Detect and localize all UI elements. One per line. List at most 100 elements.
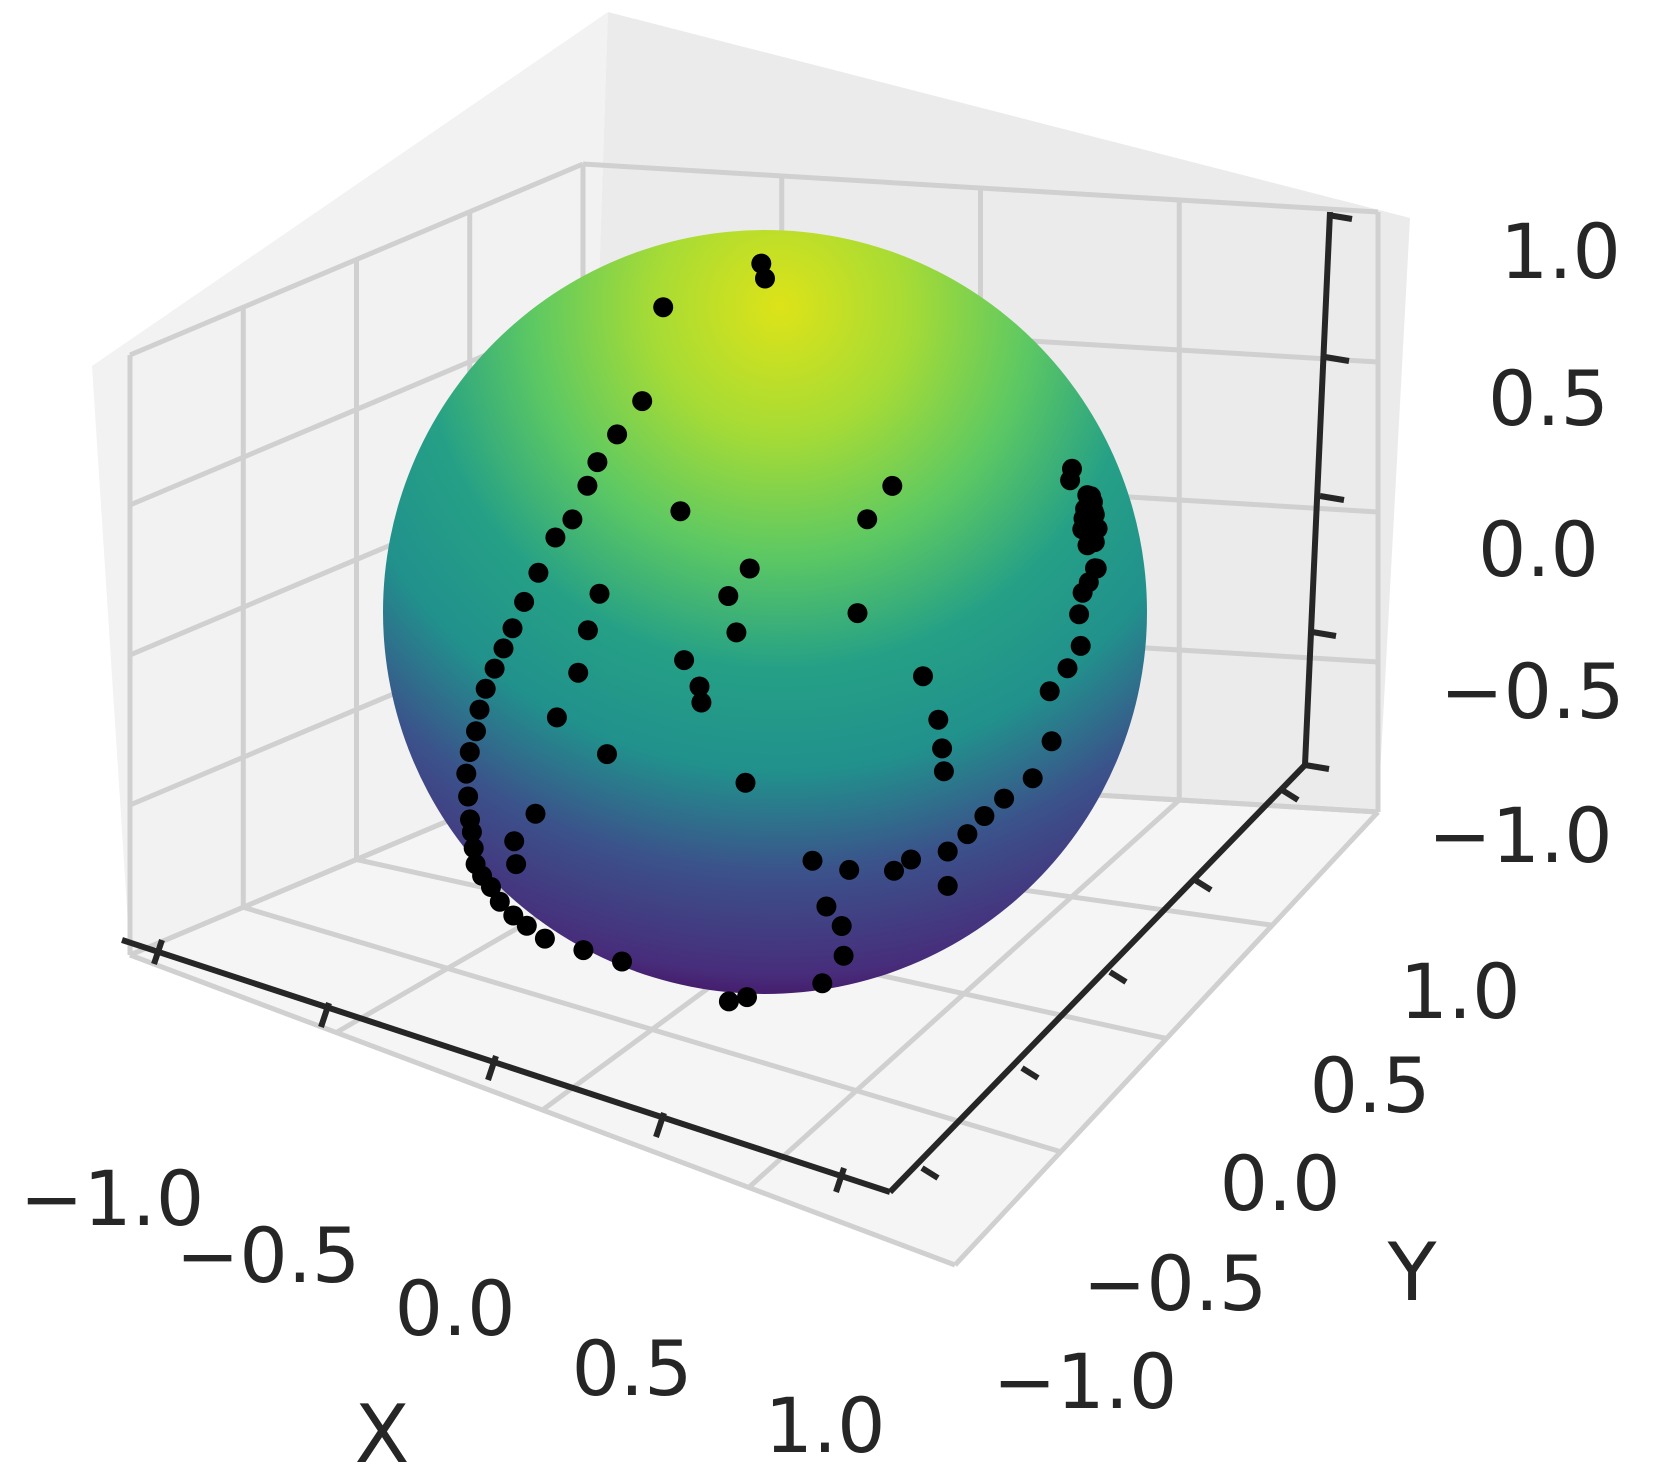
scatter-point — [974, 806, 995, 826]
y-axis-tick — [1193, 877, 1213, 893]
z-axis-tick — [1311, 629, 1337, 639]
left-pane-grid-line — [129, 161, 584, 358]
scatter-point — [463, 838, 484, 859]
x-tick-label: 1.0 — [765, 1381, 886, 1469]
scatter-point — [831, 916, 852, 936]
x-axis-label: X — [355, 1388, 410, 1469]
z-axis-tick — [1319, 493, 1345, 503]
scatter-point — [737, 987, 757, 1008]
scatter-point — [456, 763, 477, 784]
scatter-point — [739, 558, 760, 579]
scatter-point — [726, 622, 747, 643]
scatter-point — [587, 452, 608, 473]
x-axis-tick — [485, 1055, 499, 1081]
scatter-point — [882, 475, 903, 496]
scatter-point — [839, 859, 860, 880]
z-tick-labels: 1.0 0.5 0.0 −0.5 −1.0 — [1428, 207, 1625, 880]
scatter-point — [1075, 511, 1096, 532]
y-axis-tick — [1280, 787, 1300, 803]
scatter-point — [901, 849, 921, 870]
x-axis-tick — [318, 1002, 332, 1028]
scatter-point — [568, 662, 589, 683]
y-axis-label: Y — [1387, 1226, 1438, 1319]
scatter-point — [607, 424, 628, 445]
scatter-point — [653, 297, 674, 318]
x-tick-labels: −1.0 −0.5 0.0 0.5 1.0 — [20, 1154, 886, 1469]
scatter-point — [469, 699, 490, 720]
scatter-point — [933, 761, 954, 782]
y-axis-tick — [1108, 969, 1128, 985]
scatter-point — [466, 721, 486, 742]
x-axis-line — [121, 937, 891, 1195]
y-tick-label: 0.5 — [1310, 1041, 1431, 1130]
floor-grid-line — [953, 810, 1380, 1267]
scatter-point — [1070, 635, 1091, 656]
y-axis-tick — [1020, 1065, 1040, 1081]
data-points — [456, 253, 1108, 1012]
scatter-point — [484, 658, 505, 679]
x-tick-label: −0.5 — [176, 1211, 361, 1300]
scatter-point — [503, 905, 524, 926]
y-tick-label: 1.0 — [1400, 947, 1521, 1036]
x-tick-label: −1.0 — [20, 1154, 205, 1243]
scatter-point — [514, 591, 535, 612]
scatter-point — [577, 620, 598, 641]
x-axis-tick — [653, 1112, 667, 1138]
scatter-point — [735, 772, 756, 793]
scatter-point — [1057, 658, 1078, 679]
x-axis-tick — [151, 939, 165, 965]
scatter-point — [493, 638, 514, 659]
z-axis-tick — [1327, 212, 1353, 222]
z-tick-label: 1.0 — [1500, 207, 1621, 296]
scatter-point — [755, 268, 775, 289]
scatter-point — [506, 854, 527, 875]
scatter-point — [1072, 582, 1093, 603]
scatter-point — [502, 618, 523, 639]
scatter-point — [461, 822, 482, 842]
back-pane-grid-line — [582, 161, 1379, 215]
scatter-point — [674, 650, 695, 671]
scatter-point — [475, 678, 496, 699]
scatter-point — [525, 803, 546, 824]
y-axis-line — [887, 762, 1308, 1195]
scatter-point — [816, 896, 837, 917]
scatter-point — [833, 945, 854, 966]
scatter-point — [545, 527, 566, 548]
z-axis-line — [1302, 211, 1333, 766]
x-axis-tick — [833, 1167, 847, 1193]
scatter-point — [937, 841, 958, 862]
scatter-point — [937, 875, 958, 896]
y-tick-label: −1.0 — [993, 1337, 1178, 1426]
scatter-point — [528, 562, 549, 583]
y-axis-tick — [920, 1165, 940, 1181]
scatter-point — [670, 501, 691, 522]
scatter-point — [1022, 768, 1043, 789]
scatter-point — [1084, 532, 1105, 553]
z-axis-tick — [1304, 762, 1330, 772]
scatter-point — [632, 391, 653, 412]
scatter-point — [994, 788, 1015, 809]
scatter-point — [718, 991, 739, 1012]
scatter-point — [718, 586, 739, 606]
scatter-point — [577, 475, 598, 496]
scatter-point — [1069, 604, 1090, 625]
scatter-point — [812, 973, 833, 994]
scatter-point — [1039, 681, 1060, 702]
scatter-point — [597, 744, 617, 765]
scatter-point — [459, 742, 480, 762]
scatter-point — [913, 666, 933, 687]
scatter-point — [857, 509, 878, 530]
scatter-point — [573, 940, 594, 961]
scatter-point — [928, 709, 949, 730]
scatter-point — [481, 877, 501, 897]
scatter-point — [458, 786, 479, 807]
scatter-point — [1041, 731, 1062, 752]
scatter-point — [612, 951, 632, 972]
scatter-point — [957, 824, 978, 845]
scatter-point — [1060, 470, 1081, 491]
x-tick-label: 0.0 — [395, 1264, 516, 1353]
scatter-point — [516, 915, 537, 936]
z-axis-tick — [1324, 354, 1350, 364]
y-tick-labels: 1.0 0.5 0.0 −0.5 −1.0 — [993, 947, 1521, 1426]
scatter-point — [489, 891, 510, 912]
